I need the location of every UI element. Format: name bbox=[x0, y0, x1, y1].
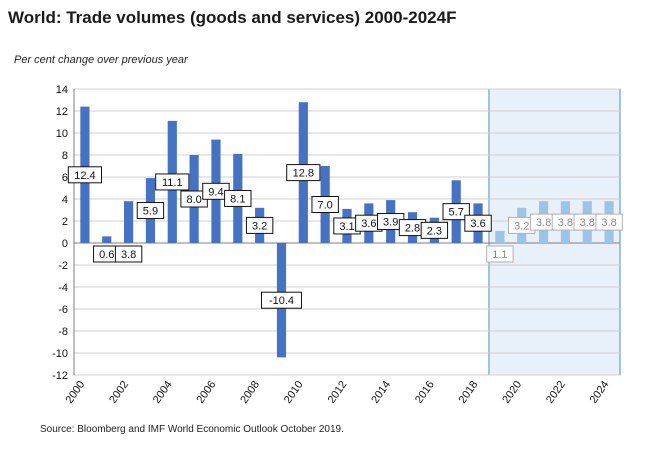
data-label: 3.2 bbox=[514, 220, 529, 232]
data-label: 2.3 bbox=[427, 225, 442, 237]
x-tick-label: 2012 bbox=[326, 379, 350, 406]
data-label-box bbox=[464, 214, 492, 232]
bar-2019 bbox=[495, 230, 505, 243]
x-tick-label: 2020 bbox=[500, 379, 524, 406]
y-tick-label: 14 bbox=[56, 84, 68, 96]
x-tick-label: 2002 bbox=[107, 379, 131, 406]
data-label: 2.8 bbox=[405, 223, 420, 235]
data-label: 7.0 bbox=[318, 200, 333, 212]
data-label: -10.4 bbox=[269, 295, 294, 307]
x-tick-label: 2024 bbox=[588, 379, 612, 406]
y-tick-label: -8 bbox=[58, 326, 68, 338]
data-label: 3.2 bbox=[252, 220, 267, 232]
data-label: 5.9 bbox=[143, 206, 158, 218]
x-tick-label: 2008 bbox=[238, 379, 262, 406]
data-label: 0.6 bbox=[99, 249, 114, 261]
bar-2001 bbox=[102, 236, 112, 243]
source-note: Source: Bloomberg and IMF World Economic… bbox=[40, 424, 344, 435]
y-tick-label: 2 bbox=[62, 216, 68, 228]
data-label-box bbox=[224, 189, 252, 207]
y-tick-label: -4 bbox=[58, 282, 68, 294]
data-label-box bbox=[245, 216, 274, 234]
data-label: 3.8 bbox=[558, 217, 573, 229]
data-label-box bbox=[442, 203, 470, 221]
chart-title: World: Trade volumes (goods and services… bbox=[8, 8, 457, 27]
data-label-box bbox=[311, 196, 339, 213]
data-label: 3.6 bbox=[361, 218, 376, 230]
data-label-box bbox=[114, 245, 143, 263]
x-tick-label: 2014 bbox=[369, 379, 393, 406]
data-label: 3.6 bbox=[470, 218, 485, 230]
data-label: 12.8 bbox=[293, 168, 314, 180]
x-tick-label: 2022 bbox=[544, 379, 568, 406]
data-label-box bbox=[155, 173, 190, 191]
x-tick-label: 2018 bbox=[457, 379, 481, 406]
data-label: 12.4 bbox=[74, 170, 95, 182]
data-label-box bbox=[486, 245, 514, 263]
y-axis-label: Per cent change over previous year bbox=[14, 54, 188, 66]
y-tick-label: -2 bbox=[58, 260, 68, 272]
x-tick-label: 2000 bbox=[64, 379, 88, 406]
data-label: 3.8 bbox=[536, 217, 551, 229]
data-label-box bbox=[286, 164, 321, 182]
x-tick-label: 2010 bbox=[282, 379, 306, 406]
y-tick-label: 4 bbox=[62, 194, 68, 206]
x-tick-label: 2004 bbox=[151, 379, 175, 406]
y-tick-label: 6 bbox=[62, 172, 68, 184]
data-label: 3.9 bbox=[383, 217, 398, 229]
data-label: 8.1 bbox=[230, 193, 245, 205]
data-label: 1.1 bbox=[492, 249, 507, 261]
data-label-box bbox=[420, 221, 449, 239]
y-tick-label: -12 bbox=[52, 370, 68, 382]
data-label: 3.1 bbox=[339, 221, 354, 233]
data-label: 11.1 bbox=[162, 177, 183, 189]
x-tick-label: 2016 bbox=[413, 379, 437, 406]
y-tick-label: 10 bbox=[56, 128, 68, 140]
data-label: 3.8 bbox=[601, 217, 616, 229]
bar-2002 bbox=[124, 201, 134, 243]
x-tick-label: 2006 bbox=[195, 379, 219, 406]
data-label: 9.4 bbox=[208, 186, 223, 198]
data-label-box bbox=[595, 213, 623, 231]
data-label-box bbox=[136, 202, 165, 220]
y-tick-label: 12 bbox=[56, 106, 68, 118]
data-label: 3.8 bbox=[580, 217, 595, 229]
data-label: 3.8 bbox=[121, 249, 136, 261]
data-label: 8.0 bbox=[186, 194, 201, 206]
y-tick-label: 8 bbox=[62, 150, 68, 162]
data-label-box bbox=[67, 166, 103, 184]
y-tick-label: 0 bbox=[62, 238, 68, 250]
data-label-box bbox=[260, 291, 302, 309]
data-label: 5.7 bbox=[449, 207, 464, 219]
y-tick-label: -10 bbox=[52, 348, 68, 360]
y-tick-label: -6 bbox=[58, 304, 68, 316]
